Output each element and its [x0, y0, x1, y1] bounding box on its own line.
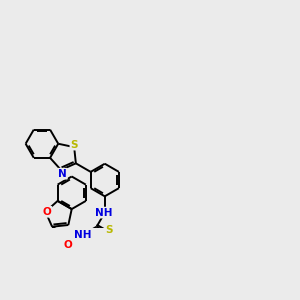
Text: S: S [106, 225, 113, 235]
Text: O: O [43, 207, 51, 217]
Text: S: S [70, 140, 78, 150]
Text: N: N [58, 169, 67, 179]
Text: O: O [63, 240, 72, 250]
Text: NH: NH [95, 208, 112, 218]
Text: NH: NH [74, 230, 92, 241]
